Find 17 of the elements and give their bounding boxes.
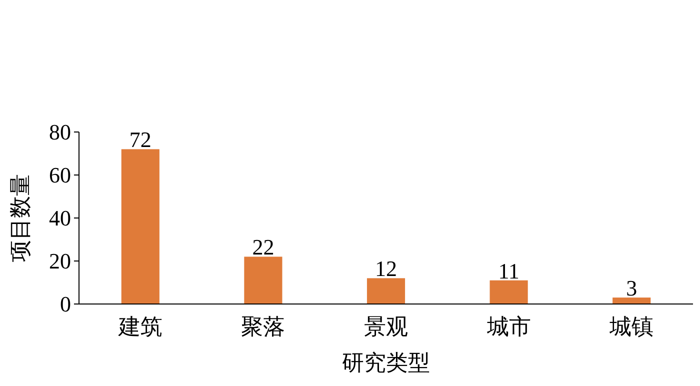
y-tick-label: 80 [49, 120, 71, 144]
y-tick-label: 0 [60, 292, 71, 316]
data-label: 12 [375, 256, 397, 282]
x-tick-label: 城镇 [608, 314, 654, 339]
x-axis-title: 研究类型 [342, 350, 430, 375]
x-tick-label: 聚落 [241, 314, 286, 339]
data-label: 72 [129, 127, 152, 152]
y-axis-title: 项目数量 [8, 174, 32, 262]
x-tick-label: 城市 [486, 314, 531, 339]
data-label: 11 [498, 258, 520, 284]
data-label: 22 [252, 234, 274, 260]
y-tick-label: 40 [49, 206, 71, 230]
y-tick-label: 60 [49, 162, 71, 188]
x-tick-label: 建筑 [117, 314, 162, 339]
x-tick-label: 景观 [364, 314, 408, 339]
y-tick-label: 20 [49, 248, 71, 274]
data-label: 3 [626, 276, 638, 301]
